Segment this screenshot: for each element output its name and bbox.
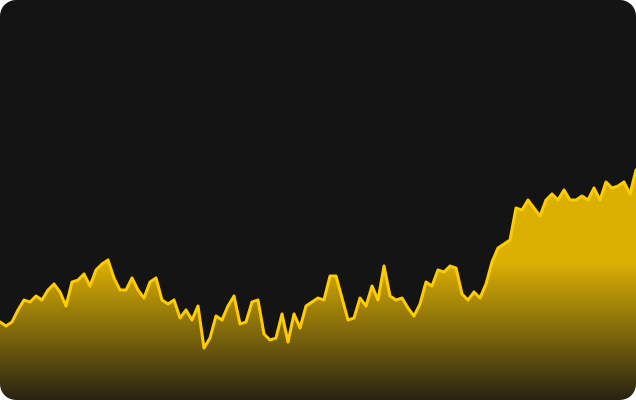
area-fill [0,170,636,400]
line [0,168,636,350]
